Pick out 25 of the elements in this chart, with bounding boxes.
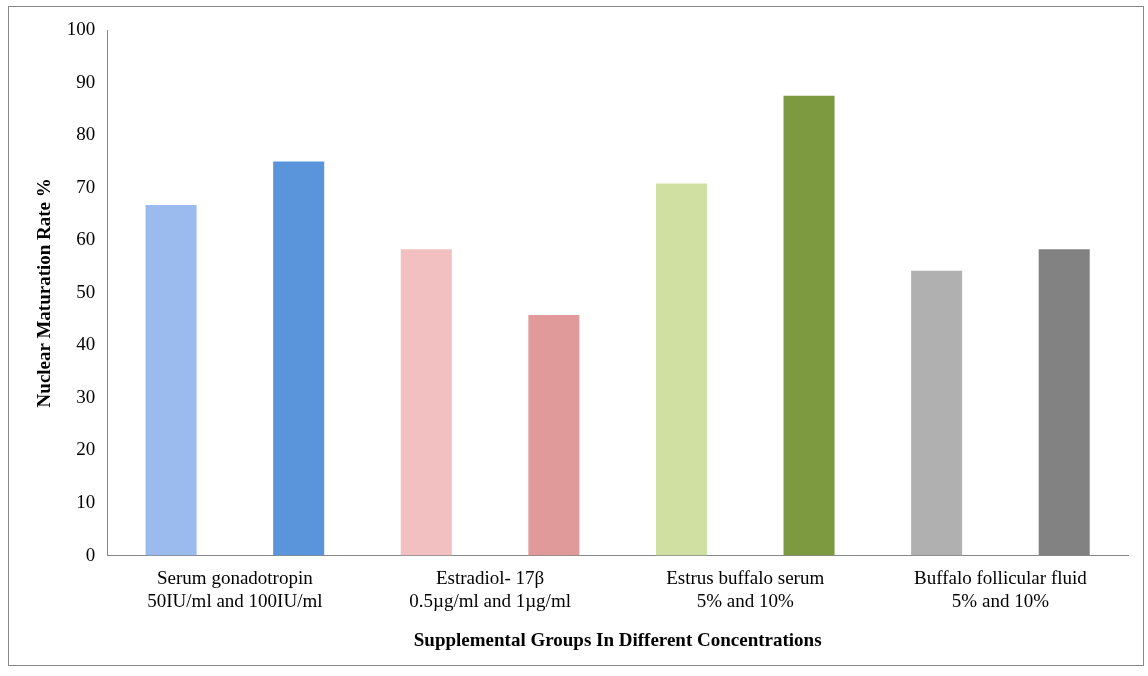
x-axis-title: Supplemental Groups In Different Concentrations	[413, 628, 822, 650]
bar	[655, 183, 707, 556]
y-tick-label: 0	[85, 543, 96, 565]
y-tick-label: 80	[76, 123, 96, 145]
x-tick-label: Estradiol- 17β 0.5µg/ml and 1µg/ml	[409, 566, 571, 611]
y-tick-label: 60	[76, 228, 96, 250]
bar	[528, 314, 580, 556]
bar	[273, 161, 325, 556]
y-axis-title: Nuclear Maturation Rate %	[33, 178, 55, 408]
y-tick-label: 10	[76, 491, 96, 513]
x-tick-label: Estrus buffalo serum 5% and 10%	[666, 566, 825, 611]
y-tick-label: 40	[76, 333, 96, 355]
y-tick-label: 20	[76, 438, 96, 460]
bar	[911, 270, 963, 556]
y-tick-label: 50	[76, 280, 96, 302]
bar	[400, 249, 452, 556]
bar	[145, 205, 197, 556]
y-tick-label: 30	[76, 385, 96, 407]
y-tick-label: 90	[76, 70, 96, 92]
bar	[1038, 249, 1090, 556]
bar	[783, 95, 835, 556]
x-tick-label: Serum gonadotropin 50IU/ml and 100IU/ml	[147, 566, 323, 611]
x-tick-label: Buffalo follicular fluid 5% and 10%	[914, 566, 1088, 611]
y-tick-label: 70	[76, 175, 96, 197]
y-tick-label: 100	[66, 17, 96, 39]
